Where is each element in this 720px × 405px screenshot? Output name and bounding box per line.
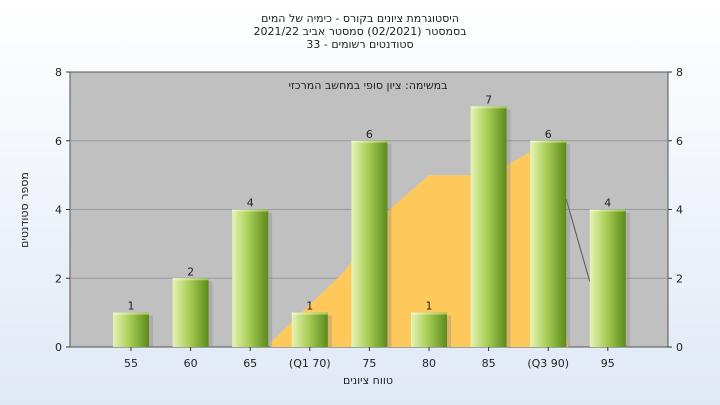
bar — [113, 312, 149, 347]
bar-cap — [470, 106, 507, 109]
title-line-1: היסטוגרמת ציונים בקורס - כימיה של המים — [261, 12, 459, 25]
bar — [411, 312, 447, 347]
data-label: 1 — [426, 300, 433, 313]
bar-group: 2 — [172, 265, 213, 347]
chart-annotation: במשימה: ציון סופי במחשב המרכזי — [288, 79, 447, 92]
y-tick-label: 0 — [55, 341, 62, 354]
bar — [291, 312, 328, 347]
x-axis-label: טווח ציונים — [343, 374, 393, 387]
bar-group: 6 — [530, 128, 571, 347]
bar-group: 7 — [470, 93, 511, 347]
title-line-2: בסמסטר (02/2021) סמסטר אביב 2021/22 — [253, 25, 466, 38]
bar-group: 4 — [589, 197, 630, 347]
x-tick-label: 75 — [362, 357, 376, 370]
y-tick-label: 6 — [676, 135, 683, 148]
bar — [232, 209, 269, 347]
y-axis-left: 0 2 4 6 8 — [55, 66, 70, 354]
x-tick-label: (Q1 70) — [289, 357, 331, 370]
y-tick-label: 6 — [55, 135, 62, 148]
data-label: 1 — [306, 300, 313, 313]
bar-cap — [291, 312, 328, 315]
data-label: 1 — [128, 300, 135, 313]
y-tick-label: 0 — [676, 341, 683, 354]
bar — [470, 106, 507, 347]
bar — [351, 140, 388, 347]
bar — [172, 278, 209, 347]
y-tick-label: 8 — [676, 66, 683, 79]
data-label: 6 — [545, 128, 552, 141]
y-tick-label: 4 — [676, 204, 683, 217]
data-label: 4 — [247, 197, 254, 210]
x-tick-label: 55 — [124, 357, 138, 370]
x-tick-label: 65 — [243, 357, 257, 370]
bar-cap — [411, 312, 447, 315]
bar-cap — [172, 278, 209, 281]
trend-line — [565, 199, 591, 282]
x-tick-label: 80 — [422, 357, 436, 370]
bar-group: 4 — [232, 197, 273, 347]
title-line-3: סטודנטים רשומים - 33 — [306, 38, 413, 51]
bar-cap — [530, 140, 567, 143]
bar-group: 1 — [113, 300, 153, 347]
bar-group: 1 — [411, 300, 451, 347]
bar — [589, 209, 626, 347]
bar-cap — [351, 140, 388, 143]
y-tick-label: 4 — [55, 204, 62, 217]
bar-cap — [589, 209, 626, 212]
bar-group: 1 — [291, 300, 332, 347]
x-axis: 55 60 65 (Q1 70) 75 80 85 (Q3 90) 95 — [124, 347, 615, 370]
bars: 1 2 4 1 6 1 7 6 4 — [113, 93, 630, 347]
data-label: 4 — [604, 197, 611, 210]
data-label: 6 — [366, 128, 373, 141]
bar — [530, 140, 567, 347]
bar-group: 6 — [351, 128, 392, 347]
data-label: 7 — [485, 93, 492, 106]
y-tick-label: 2 — [55, 272, 62, 285]
y-axis-label: מספר סטודנטים — [18, 172, 31, 248]
y-tick-label: 8 — [55, 66, 62, 79]
x-tick-label: 85 — [482, 357, 496, 370]
bar-cap — [113, 312, 149, 315]
x-tick-label: 95 — [601, 357, 615, 370]
y-axis-right: 0 2 4 6 8 — [668, 66, 683, 354]
x-tick-label: (Q3 90) — [527, 357, 569, 370]
bar-cap — [232, 209, 269, 212]
x-tick-label: 60 — [184, 357, 198, 370]
y-tick-label: 2 — [676, 272, 683, 285]
data-label: 2 — [187, 265, 194, 278]
chart-title: היסטוגרמת ציונים בקורס - כימיה של המים ב… — [253, 12, 466, 51]
